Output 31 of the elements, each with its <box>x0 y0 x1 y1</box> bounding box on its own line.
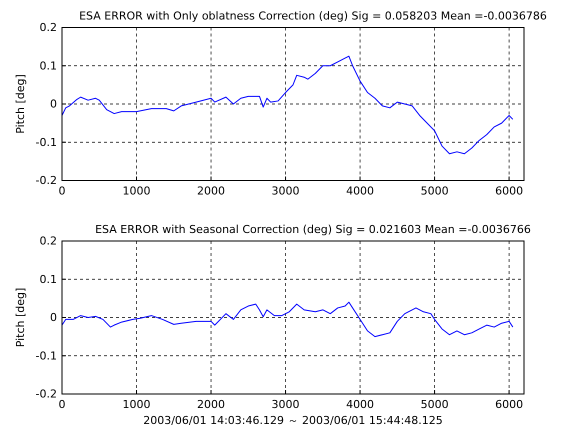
x-tick-label: 6000 <box>495 398 524 411</box>
x-tick-label: 4000 <box>346 184 374 198</box>
y-tick-label: 0 <box>50 311 57 324</box>
y-tick-label: 0.1 <box>40 272 57 286</box>
y-tick-label: -0.1 <box>36 349 57 362</box>
x-tick-label: 2000 <box>197 398 226 411</box>
x-axis-title: 2003/06/01 14:03:46.129 ～ 2003/06/01 15:44:48.125 <box>143 414 443 427</box>
y-axis-title: Pitch [deg] <box>14 288 27 348</box>
x-tick-label: 3000 <box>272 184 300 198</box>
y-tick-label: 0.2 <box>40 234 57 248</box>
line-series <box>62 56 514 154</box>
y-tick-label: -0.2 <box>36 174 57 188</box>
y-tick-label: 0 <box>50 98 57 111</box>
y-tick-label: -0.1 <box>36 136 57 149</box>
y-tick-label: 0.1 <box>40 59 57 72</box>
x-tick-label: 1000 <box>122 184 151 198</box>
x-tick-label: 4000 <box>346 398 374 411</box>
y-axis-title: Pitch [deg] <box>14 74 27 134</box>
y-tick-label: 0.2 <box>40 21 57 34</box>
x-tick-label: 1000 <box>122 398 151 411</box>
chart-title: ESA ERROR with Seasonal Correction (deg) Sig = 0.021603 Mean =-0.0036766 <box>95 223 531 236</box>
line-series <box>62 302 514 338</box>
x-tick-label: 6000 <box>495 184 524 198</box>
chart-title: ESA ERROR with Only oblatness Correction (deg) Sig = 0.058203 Mean =-0.0036786 <box>79 10 547 22</box>
y-tick-label: -0.2 <box>36 388 57 401</box>
x-tick-label: 2000 <box>197 184 226 198</box>
x-tick-label: 5000 <box>420 184 449 198</box>
x-tick-label: 0 <box>58 184 66 198</box>
x-tick-label: 5000 <box>420 398 449 411</box>
x-tick-label: 0 <box>58 398 66 411</box>
x-tick-label: 3000 <box>272 398 300 411</box>
